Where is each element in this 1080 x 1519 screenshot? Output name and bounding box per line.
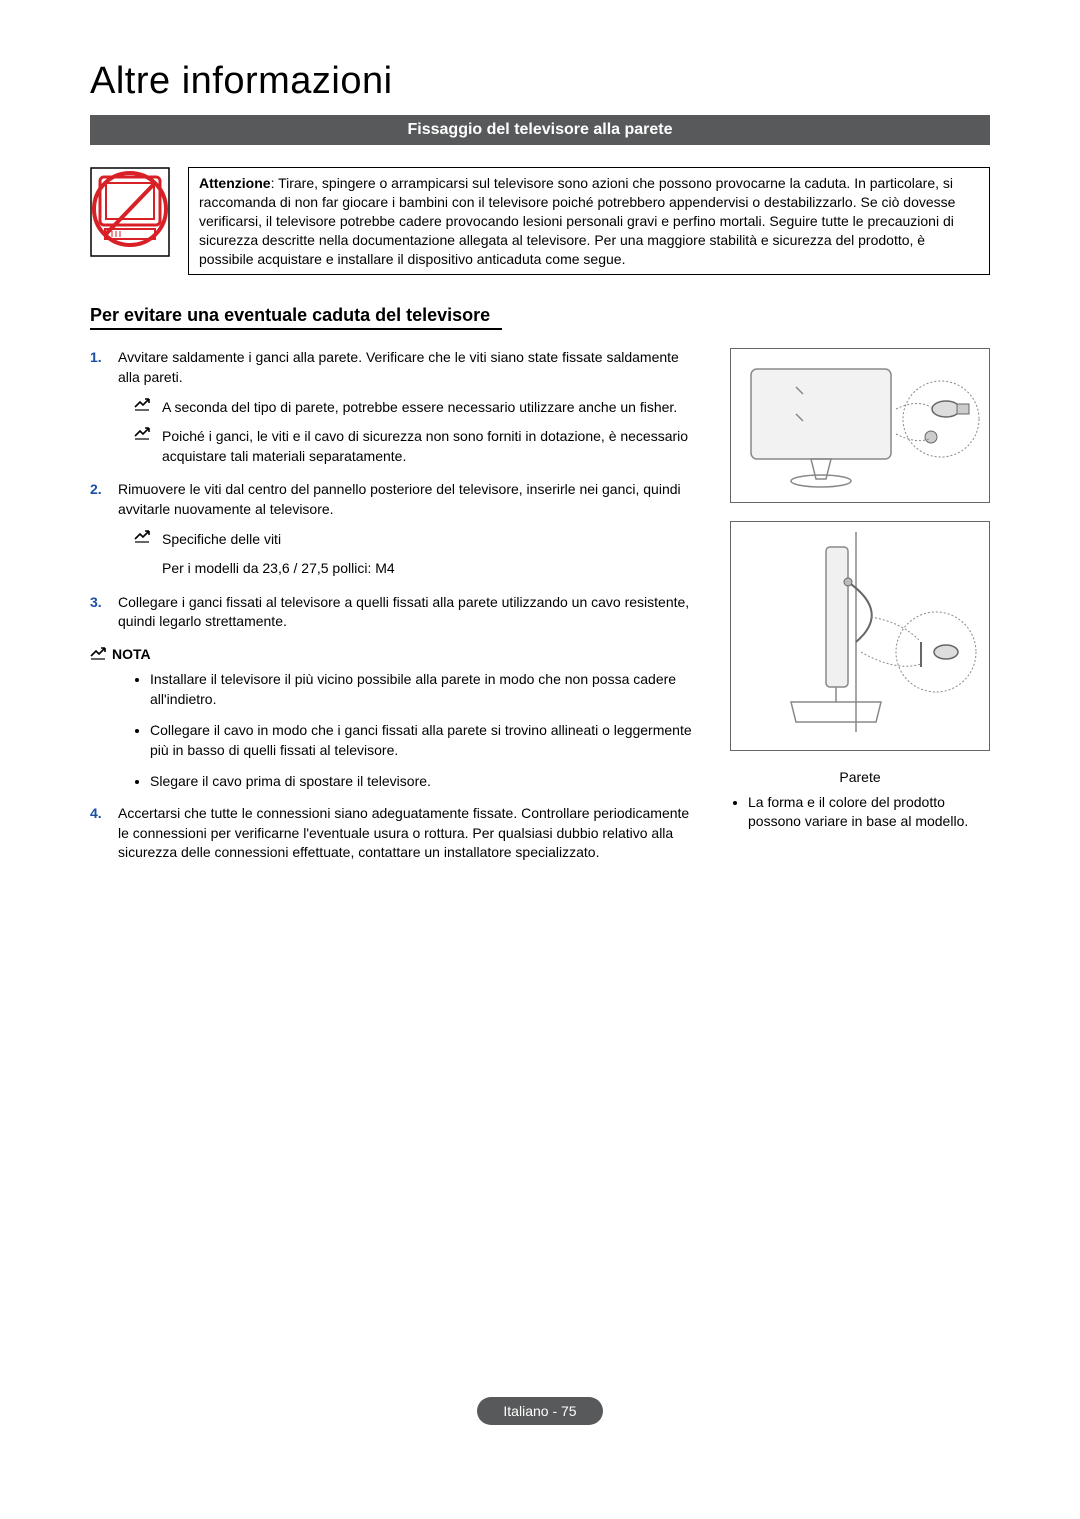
step-1-text: Avvitare saldamente i ganci alla parete.… — [118, 349, 679, 385]
step-1b-text: Poiché i ganci, le viti e il cavo di sic… — [162, 428, 688, 464]
step-4: Accertarsi che tutte le connessioni sian… — [90, 804, 700, 863]
note-icon — [134, 398, 150, 412]
note-icon — [90, 647, 106, 661]
warning-block: Attenzione: Tirare, spingere o arrampica… — [90, 167, 990, 275]
nota-label: NOTA — [112, 646, 151, 662]
steps-column: Avvitare saldamente i ganci alla parete.… — [90, 348, 700, 876]
step-1: Avvitare saldamente i ganci alla parete.… — [90, 348, 700, 466]
nota-heading: NOTA — [90, 646, 700, 662]
caution-tv-icon — [90, 167, 170, 257]
figure-1 — [730, 348, 990, 503]
nota-item-2: Slegare il cavo prima di spostare il tel… — [150, 772, 700, 792]
page-title: Altre informazioni — [90, 60, 990, 103]
warning-body: : Tirare, spingere o arrampicarsi sul te… — [199, 175, 955, 267]
figure-note: La forma e il colore del prodotto posson… — [748, 793, 990, 831]
step-3: Collegare i ganci fissati al televisore … — [90, 593, 700, 632]
step-3-text: Collegare i ganci fissati al televisore … — [118, 594, 689, 630]
step-1-note-a: A seconda del tipo di parete, potrebbe e… — [134, 398, 700, 418]
warning-lead: Attenzione — [199, 175, 271, 191]
step-2a-text: Specifiche delle viti — [162, 531, 281, 547]
note-icon — [134, 530, 150, 544]
figure-2 — [730, 521, 990, 751]
nota-item-0: Installare il televisore il più vicino p… — [150, 670, 700, 709]
step-1-note-b: Poiché i ganci, le viti e il cavo di sic… — [134, 427, 700, 466]
step-2-text: Rimuovere le viti dal centro del pannell… — [118, 481, 681, 517]
note-icon — [134, 427, 150, 441]
nota-bullets: Installare il televisore il più vicino p… — [150, 670, 700, 792]
footer-page-pill: Italiano - 75 — [477, 1397, 602, 1425]
step-2: Rimuovere le viti dal centro del pannell… — [90, 480, 700, 578]
figure-note-list: La forma e il colore del prodotto posson… — [748, 793, 990, 831]
subheading: Per evitare una eventuale caduta del tel… — [90, 305, 502, 330]
page-footer: Italiano - 75 — [90, 1397, 990, 1425]
step-2a-sub: Per i modelli da 23,6 / 27,5 pollici: M4 — [162, 559, 700, 579]
step-2-note-a: Specifiche delle viti — [134, 530, 700, 550]
figures-column: Parete La forma e il colore del prodotto… — [730, 348, 990, 876]
section-header-bar: Fissaggio del televisore alla parete — [90, 115, 990, 145]
nota-item-1: Collegare il cavo in modo che i ganci fi… — [150, 721, 700, 760]
step-1a-text: A seconda del tipo di parete, potrebbe e… — [162, 399, 677, 415]
step-4-text: Accertarsi che tutte le connessioni sian… — [118, 805, 689, 860]
warning-text: Attenzione: Tirare, spingere o arrampica… — [188, 167, 990, 275]
figure-2-caption: Parete — [730, 769, 990, 785]
